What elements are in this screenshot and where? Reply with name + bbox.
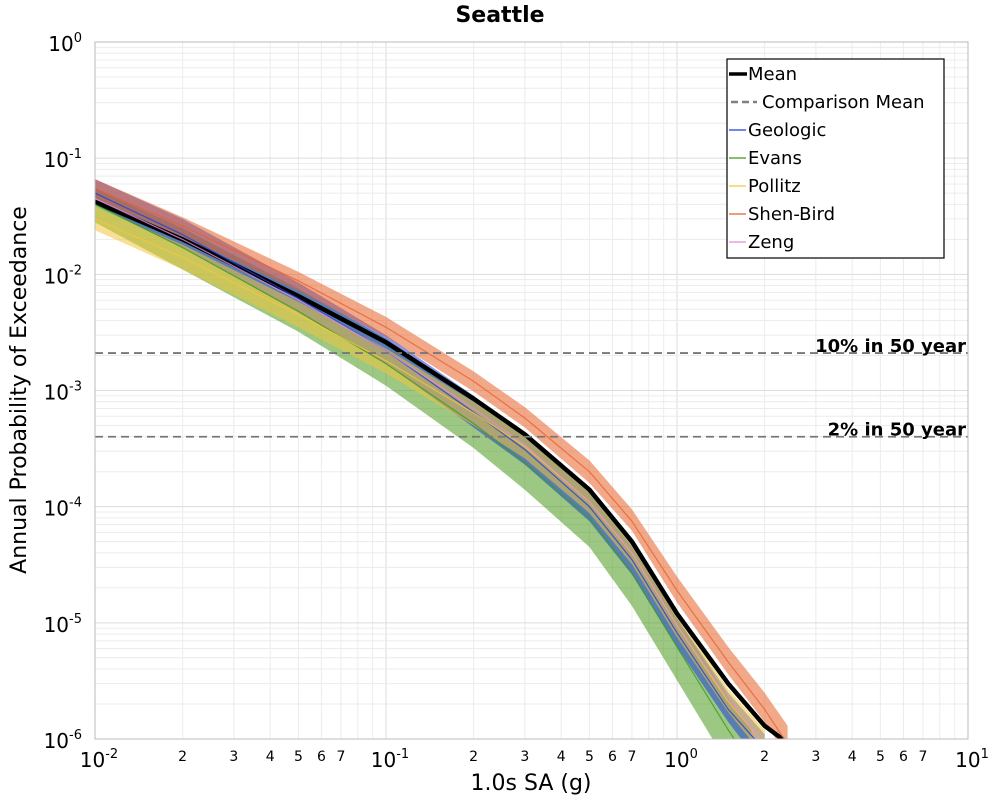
- x-minor-tick-label: 7: [918, 749, 927, 765]
- series-line-geologic: [95, 192, 756, 739]
- legend-label-geologic: Geologic: [748, 120, 826, 141]
- legend-label-zeng: Zeng: [748, 232, 794, 253]
- series-line-mean: [95, 199, 785, 739]
- x-minor-tick-label: 2: [178, 749, 187, 765]
- reference-lines: 10% in 50 year 2% in 50 year: [95, 336, 968, 441]
- band-pollitz: [95, 207, 765, 739]
- x-minor-tick-label: 4: [557, 749, 566, 765]
- x-minor-tick-label: 4: [266, 749, 275, 765]
- plot-frame: [94, 41, 969, 740]
- x-major-tick-label: 10-1: [371, 747, 409, 772]
- legend-label-pollitz: Pollitz: [748, 176, 801, 197]
- x-major-tick-label: 10-2: [80, 747, 118, 772]
- band-geologic: [95, 179, 765, 739]
- legend-label-mean: Mean: [748, 64, 797, 85]
- x-axis-title: 1.0s SA (g): [471, 771, 592, 796]
- x-minor-tick-label: 6: [608, 749, 617, 765]
- x-minor-tick-label: 7: [627, 749, 636, 765]
- y-major-tick-label: 100: [48, 31, 82, 56]
- x-minor-tick-label: 5: [585, 749, 594, 765]
- x-minor-tick-label: 3: [520, 749, 529, 765]
- x-minor-tick-label: 7: [336, 749, 345, 765]
- y-major-tick-label: 10-4: [44, 496, 82, 521]
- x-major-tick-label: 100: [664, 747, 698, 772]
- legend: Mean Comparison Mean Geologic Evans Pollitz S…: [726, 58, 945, 259]
- x-minor-tick-label: 5: [294, 749, 303, 765]
- model-bands: [95, 179, 788, 739]
- y-major-tick-label: 10-6: [44, 728, 82, 753]
- x-minor-tick-label: 3: [229, 749, 238, 765]
- reference-line-label: 10% in 50 year: [815, 336, 966, 357]
- x-minor-tick-label: 2: [760, 749, 769, 765]
- y-axis-title: Annual Probability of Exceedance: [7, 206, 32, 574]
- y-major-tick-label: 10-3: [44, 380, 82, 405]
- y-major-tick-label: 10-1: [44, 147, 82, 172]
- series-lines: [95, 187, 785, 739]
- legend-box: [726, 58, 945, 259]
- series-line-evans: [95, 203, 735, 739]
- x-minor-tick-label: 6: [317, 749, 326, 765]
- series-line-shen-bird: [95, 187, 785, 739]
- legend-label-comparison-mean: Comparison Mean: [762, 92, 925, 113]
- x-minor-tick-label: 6: [899, 749, 908, 765]
- x-minor-tick-label: 4: [848, 749, 857, 765]
- grid: [94, 42, 968, 740]
- x-minor-tick-label: 5: [876, 749, 885, 765]
- reference-line-label: 2% in 50 year: [828, 420, 966, 441]
- chart-title: Seattle: [455, 3, 544, 28]
- x-major-tick-label: 101: [955, 747, 989, 772]
- legend-label-evans: Evans: [748, 148, 802, 169]
- x-minor-tick-label: 3: [811, 749, 820, 765]
- x-minor-tick-label: 2: [469, 749, 478, 765]
- y-major-tick-label: 10-5: [44, 612, 82, 637]
- legend-label-shen-bird: Shen-Bird: [748, 204, 835, 225]
- series-line-zeng: [95, 197, 762, 739]
- y-major-tick-label: 10-2: [44, 263, 82, 288]
